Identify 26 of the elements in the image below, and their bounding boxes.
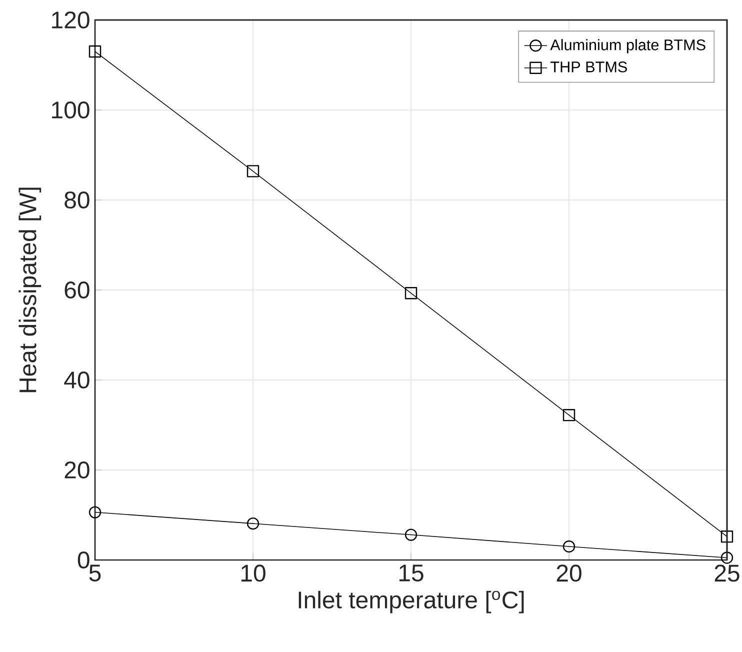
- point: [88, 45, 102, 58]
- legend-label: Aluminium plate BTMS: [550, 39, 706, 54]
- point: [404, 528, 418, 541]
- point: [562, 408, 576, 422]
- y-tick-label: 0: [78, 551, 90, 568]
- point: [720, 530, 734, 543]
- point: [246, 165, 260, 178]
- y-tick-label: 60: [64, 281, 90, 298]
- point: [720, 552, 734, 564]
- y-tick-label: 20: [64, 461, 90, 478]
- y-axis-title: Heat dissipated [W]: [18, 188, 42, 392]
- x-tick-label: 5: [89, 564, 101, 582]
- point: [404, 287, 418, 300]
- legend-label: THP BTMS: [550, 62, 627, 72]
- x-tick-label: 25: [714, 564, 740, 582]
- y-tick-label: 80: [64, 191, 90, 208]
- y-tick-label: 120: [52, 11, 90, 28]
- x-tick-label: 10: [241, 564, 266, 582]
- x-tick-label: 20: [556, 564, 582, 582]
- point: [562, 540, 576, 553]
- x-tick-label: 15: [399, 564, 424, 582]
- point: [246, 517, 260, 530]
- y-tick-label: 100: [52, 101, 90, 118]
- y-tick-label: 40: [64, 371, 90, 388]
- point: [88, 506, 102, 518]
- x-axis-title: Inlet temperature [$^{o}$C]: [298, 590, 524, 614]
